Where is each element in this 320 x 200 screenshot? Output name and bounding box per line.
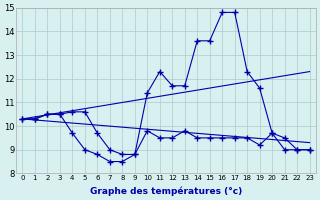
X-axis label: Graphe des températures (°c): Graphe des températures (°c) [90,186,242,196]
